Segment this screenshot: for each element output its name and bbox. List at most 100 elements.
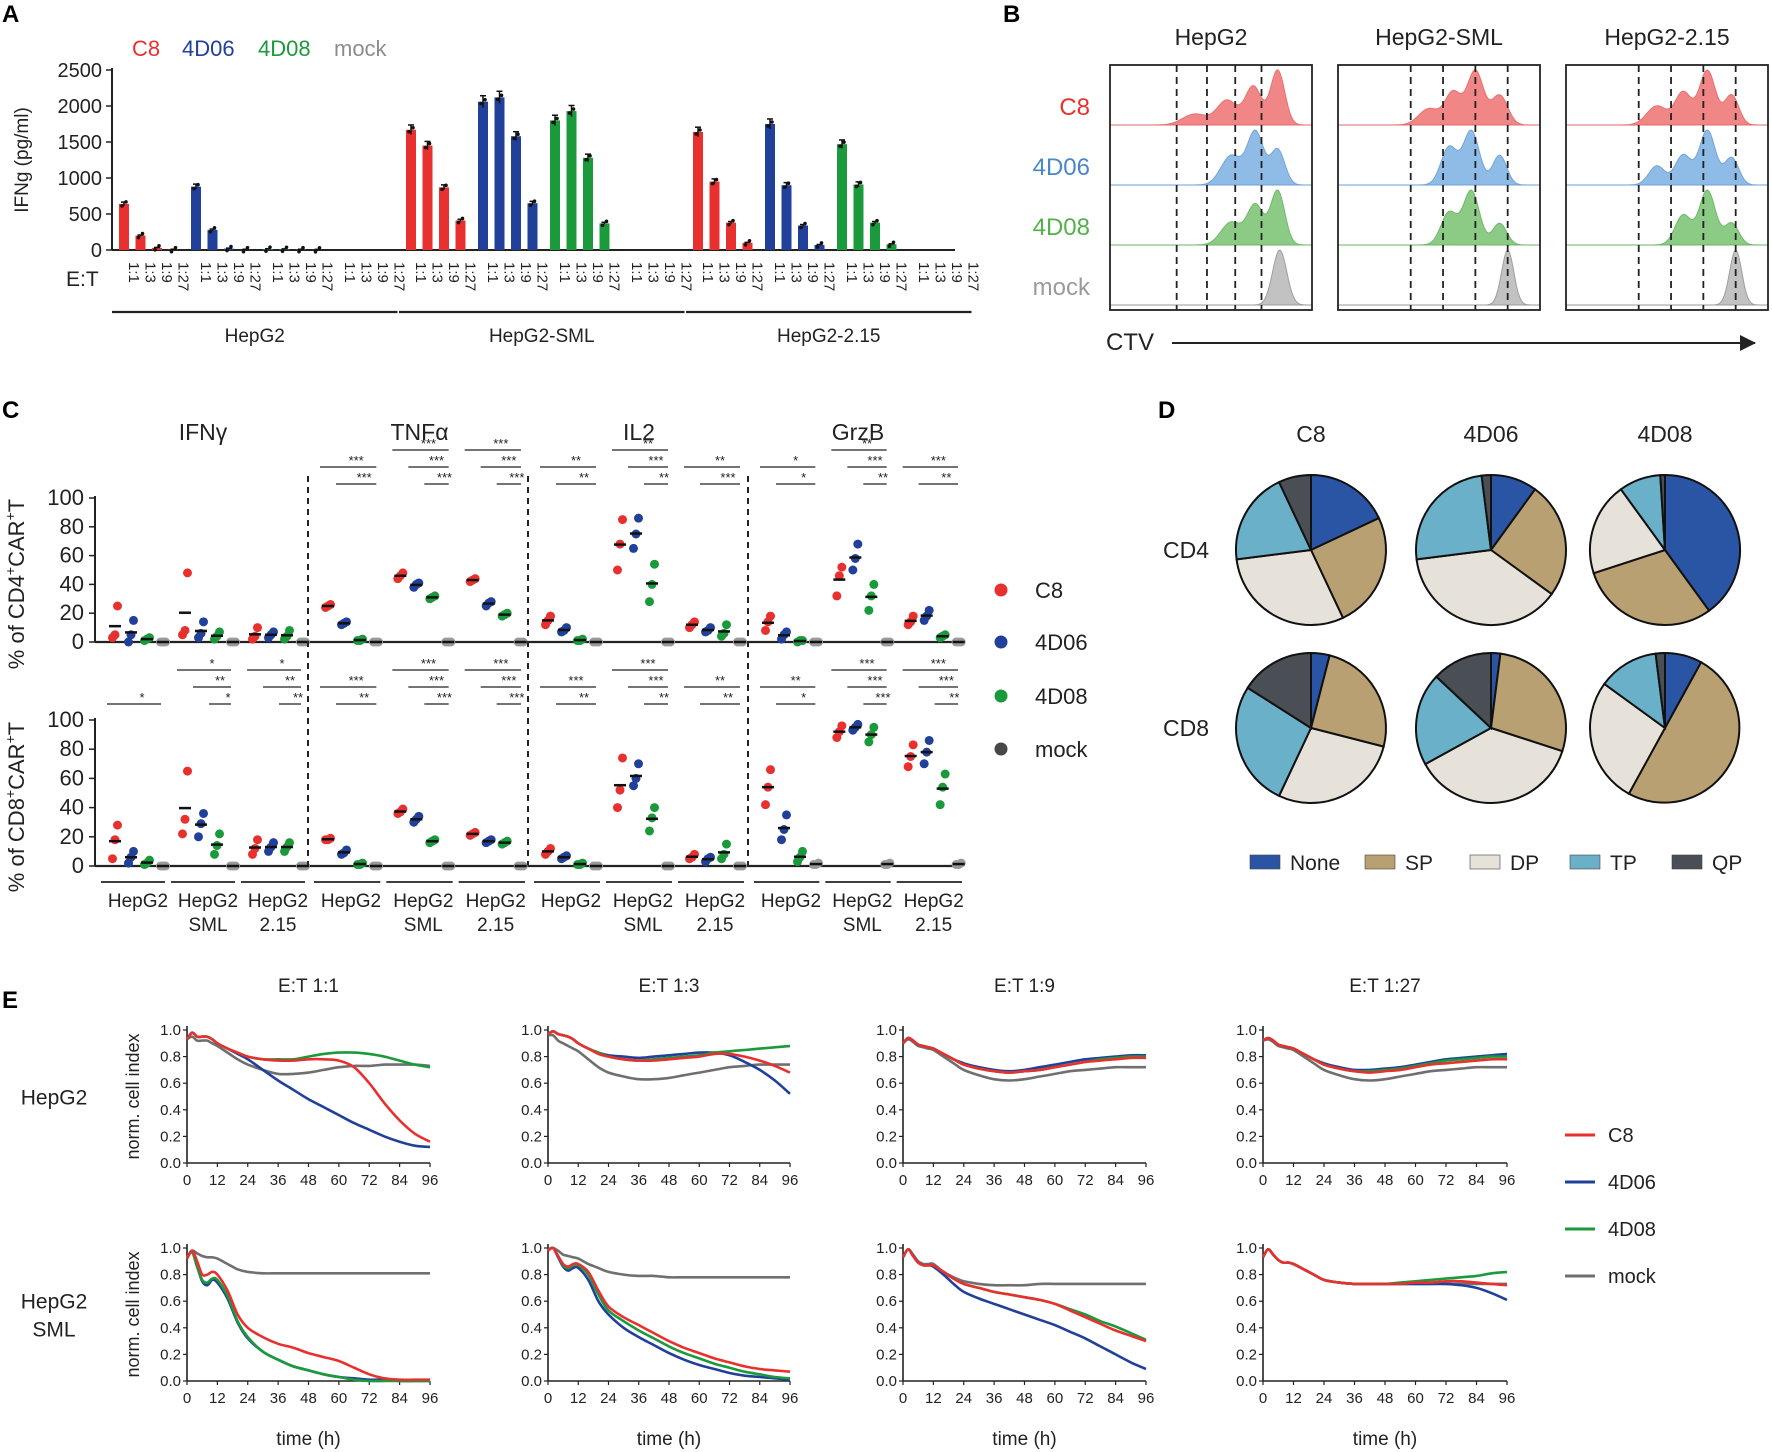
x-tick-label-a: 1:3 — [573, 262, 590, 283]
x-tick-label-e: 36 — [630, 1172, 647, 1189]
histogram-frame — [1337, 64, 1541, 311]
legend-label-d: TP — [1610, 852, 1637, 875]
significance-stars: * — [801, 690, 806, 705]
point-a — [268, 245, 272, 249]
pie-slice-DP — [1415, 548, 1554, 626]
significance-stars: *** — [568, 673, 583, 688]
x-tick-label-e: 60 — [331, 1172, 348, 1189]
point-a — [317, 245, 322, 250]
dot-c-C8 — [183, 766, 192, 776]
dot-c-4D08 — [502, 608, 512, 618]
x-tick-label-c: HepG2 — [178, 891, 238, 912]
y-tick-label-e: 0.6 — [521, 1293, 542, 1310]
line-e-C8 — [547, 1246, 791, 1373]
significance-stars: *** — [437, 690, 452, 705]
dot-c-C8 — [908, 740, 918, 750]
dot-c-C8 — [908, 611, 918, 621]
dot-c-4D08 — [430, 591, 440, 601]
x-axis-label-a: E:T — [66, 268, 99, 291]
x-tick-label-e: 24 — [600, 1390, 617, 1407]
significance-stars: *** — [509, 470, 524, 485]
pie-slice-QP — [1654, 651, 1666, 729]
legend-label-e: 4D06 — [1608, 1172, 1656, 1194]
y-axis-label-part: + — [2, 790, 18, 798]
dot-c-4D06 — [269, 838, 278, 848]
dot-c-4D08 — [215, 627, 224, 637]
pie-column-title: 4D06 — [1464, 421, 1519, 447]
x-tick-label-e: 48 — [1377, 1390, 1394, 1407]
legend-label-d: SP — [1405, 852, 1433, 875]
y-tick-label-e: 0.4 — [160, 1320, 181, 1337]
pie-slice-SP — [1309, 516, 1387, 620]
point-a — [766, 124, 770, 128]
point-a — [782, 185, 787, 189]
panel-label-d: D — [1158, 397, 1175, 424]
significance-stars: ** — [579, 470, 589, 485]
y-tick-label-e: 0.4 — [876, 1102, 897, 1119]
dot-c-4D08 — [722, 620, 731, 630]
point-a — [747, 239, 752, 243]
dot-c-C8 — [470, 574, 480, 584]
x-tick-label-a: 1:1 — [484, 262, 501, 283]
point-a — [512, 136, 516, 141]
x-tick-label-e: 0 — [544, 1172, 552, 1189]
point-a — [264, 249, 268, 253]
column-title-c: GrzB — [832, 419, 884, 445]
point-a — [444, 183, 448, 188]
bar-a-4D06 — [511, 136, 521, 250]
y-axis-label-part: + — [2, 735, 18, 743]
dot-c-4D08 — [935, 800, 945, 810]
bar-a-4D06 — [224, 248, 234, 250]
legend-dot-c — [994, 635, 1008, 649]
histogram-4D08 — [1338, 189, 1540, 246]
bar-a-C8 — [455, 220, 466, 250]
dot-c-C8 — [183, 568, 192, 578]
pie-slice-TP — [1415, 474, 1493, 561]
point-a — [212, 226, 217, 230]
pie-slice-QP — [1277, 473, 1312, 551]
line-e-C8 — [1261, 1248, 1508, 1287]
legend-label-e: C8 — [1608, 1125, 1634, 1147]
y-tick-label-e: 0.4 — [160, 1102, 181, 1119]
x-tick-label-a: 1:1 — [843, 262, 860, 283]
x-tick-label-a: 1:9 — [158, 262, 175, 283]
pie-slice-QP — [1246, 651, 1312, 730]
histogram-mock — [1338, 249, 1540, 306]
x-tick-label-e: 60 — [1047, 1390, 1064, 1407]
significance-stars: *** — [931, 656, 946, 671]
legend-a-mock: mock — [334, 36, 388, 61]
line-e-C8 — [185, 1031, 431, 1143]
column-title-e: E:T 1:9 — [994, 976, 1055, 997]
x-tick-label-a: 1:27 — [821, 262, 838, 291]
significance-stars: *** — [349, 673, 364, 688]
y-tick-label-c: 80 — [60, 514, 84, 539]
y-tick-label-c: 40 — [60, 571, 84, 596]
point-a — [241, 249, 246, 254]
x-tick-label-a: 1:3 — [932, 262, 949, 283]
bar-a-4D06 — [781, 185, 792, 250]
legend-label-d: QP — [1712, 852, 1742, 875]
x-tick-label-a: 1:1 — [556, 262, 573, 283]
pie-slice-SP — [1309, 654, 1387, 748]
point-a — [411, 125, 415, 130]
x-tick-label-c: HepG2 — [832, 891, 892, 912]
x-tick-label-e: 24 — [955, 1390, 972, 1407]
x-tick-label-a: 1:9 — [517, 262, 534, 283]
dot-c-C8 — [615, 785, 625, 795]
y-tick-label-e: 1.0 — [521, 1022, 542, 1039]
point-a — [456, 220, 461, 225]
y-tick-label-e: 1.0 — [1236, 1240, 1257, 1257]
histogram-mock — [1566, 249, 1768, 306]
x-tick-label-e: 84 — [751, 1172, 768, 1189]
significance-stars: ** — [285, 673, 295, 688]
x-tick-label-e: 12 — [1285, 1390, 1302, 1407]
line-e-4D08 — [901, 1248, 1147, 1341]
line-e-C8 — [1262, 1036, 1508, 1074]
bar-a-4D08 — [837, 144, 847, 250]
significance-stars: *** — [875, 690, 890, 705]
dot-c-4D06 — [853, 539, 863, 549]
pie-slice-TP — [1415, 675, 1493, 766]
histogram-row-label: mock — [1033, 274, 1091, 301]
point-a — [124, 200, 128, 204]
